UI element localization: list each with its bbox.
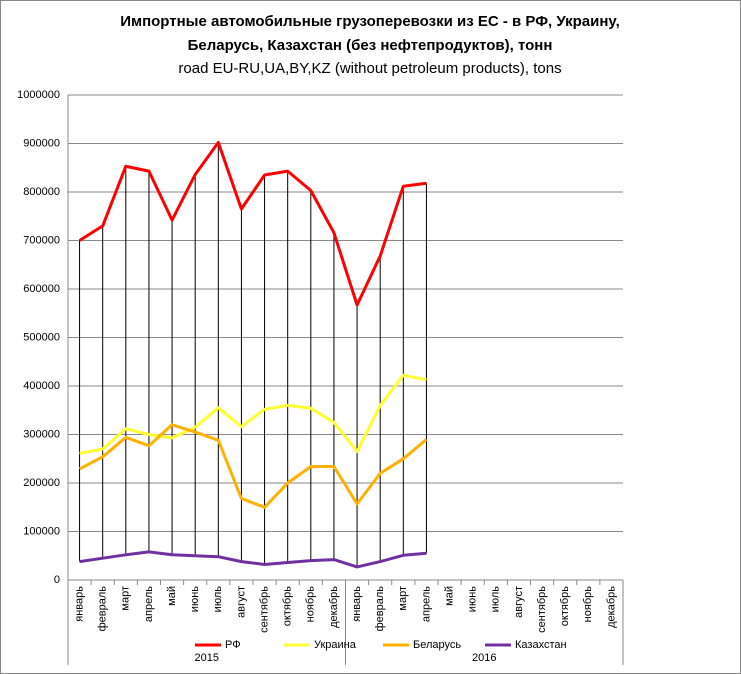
legend-label: Украина [314,639,357,651]
x-tick-label: март [397,586,409,611]
y-tick-label: 100000 [23,525,60,537]
x-tick-label: июль [490,586,502,613]
x-tick-label: декабрь [605,586,617,628]
y-tick-label: 400000 [23,380,60,392]
y-tick-label: 1000000 [17,89,60,101]
x-tick-label: август [513,586,525,618]
series-line [78,423,428,509]
year-label: 2016 [472,652,496,664]
x-tick-label: июнь [189,586,201,612]
x-tick-label: декабрь [328,586,340,628]
x-tick-label: январь [73,586,85,622]
chart-subtitle: road EU-RU,UA,BY,KZ (without petroleum p… [178,60,561,77]
x-tick-label: октябрь [559,586,571,626]
series-line [79,373,427,455]
x-tick-label: май [166,586,178,606]
x-tick-label: февраль [374,586,386,632]
x-tick-label: сентябрь [536,586,548,633]
x-tick-label: апрель [420,586,432,622]
y-tick-label: 0 [54,574,60,586]
x-tick-label: ноябрь [305,586,317,623]
y-tick-label: 700000 [23,234,60,246]
x-tick-label: февраль [97,586,109,632]
legend-label: РФ [225,639,241,651]
legend-label: Казахстан [515,639,567,651]
series-line [78,141,427,307]
y-tick-label: 300000 [23,428,60,440]
year-label: 2015 [195,652,219,664]
series-line [79,550,427,569]
x-tick-label: июнь [467,586,479,612]
chart-title: Импортные автомобильные грузоперевозки и… [120,13,620,30]
x-tick-label: апрель [143,586,155,622]
x-tick-label: октябрь [282,586,294,626]
x-tick-label: июль [212,586,224,613]
y-tick-label: 800000 [23,186,60,198]
x-tick-label: ноябрь [582,586,594,623]
x-tick-label: сентябрь [258,586,270,633]
y-tick-label: 600000 [23,283,60,295]
x-tick-label: март [120,586,132,611]
y-tick-label: 900000 [23,137,60,149]
y-tick-label: 500000 [23,331,60,343]
x-tick-label: май [443,586,455,606]
x-tick-label: январь [351,586,363,622]
legend-label: Беларусь [413,639,461,651]
y-tick-label: 200000 [23,477,60,489]
x-tick-label: август [235,586,247,618]
chart-title: Беларусь, Казахстан (без нефтепродуктов)… [188,37,553,54]
